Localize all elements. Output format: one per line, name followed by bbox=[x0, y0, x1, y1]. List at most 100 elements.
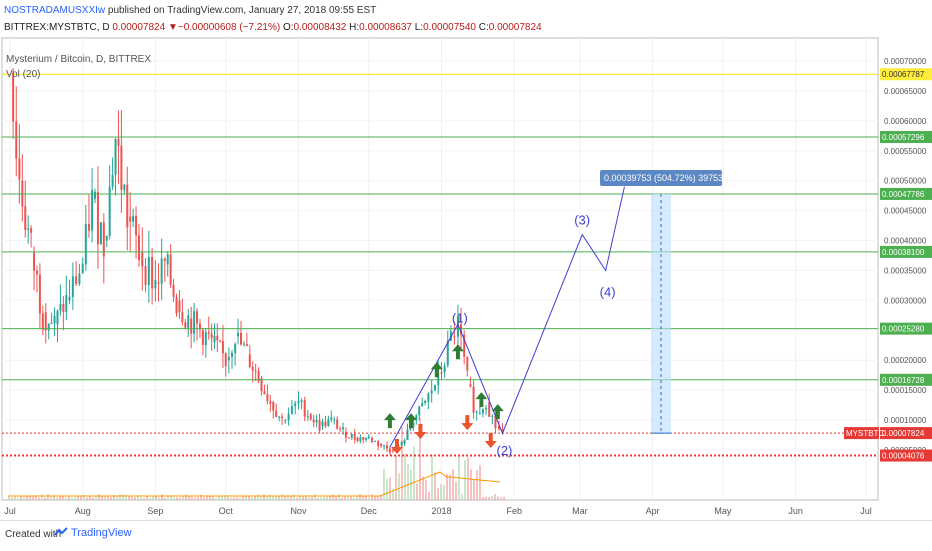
candle-body bbox=[71, 276, 74, 297]
level-price-label: 0.00038100 bbox=[882, 248, 925, 257]
candle-body bbox=[303, 400, 306, 417]
x-tick-label: Jul bbox=[860, 506, 872, 516]
candle-body bbox=[281, 416, 284, 419]
volume-bar bbox=[296, 497, 298, 500]
y-tick-label: 0.00040000 bbox=[884, 237, 927, 246]
volume-bar bbox=[335, 496, 337, 500]
volume-bar bbox=[437, 487, 439, 500]
candle-body bbox=[290, 406, 293, 414]
publish-line: NOSTRADAMUSXXIw published on TradingView… bbox=[4, 5, 376, 16]
candle-body bbox=[102, 222, 105, 257]
volume-bar bbox=[464, 460, 466, 500]
volume-bar bbox=[71, 497, 73, 500]
candle-body bbox=[443, 365, 446, 373]
candle-body bbox=[391, 450, 394, 451]
volume-bar bbox=[401, 427, 403, 500]
wave-label: (1) bbox=[452, 310, 468, 325]
candle-body bbox=[94, 191, 97, 199]
volume-bar bbox=[44, 497, 46, 500]
candle-body bbox=[75, 276, 78, 284]
candle-body bbox=[284, 420, 287, 422]
candle-body bbox=[494, 415, 497, 428]
volume-bar bbox=[446, 474, 448, 500]
candle-body bbox=[412, 422, 415, 427]
volume-bar bbox=[473, 479, 475, 500]
plot-area bbox=[1, 37, 879, 501]
volume-bar bbox=[413, 446, 415, 500]
volume-bar bbox=[410, 469, 412, 500]
candle-body bbox=[418, 406, 421, 416]
volume-bar bbox=[53, 495, 55, 500]
y-tick-label: 0.00015000 bbox=[884, 386, 927, 395]
candle-body bbox=[306, 416, 309, 418]
candle-body bbox=[400, 442, 403, 446]
candle-body bbox=[35, 270, 38, 275]
volume-bar bbox=[56, 497, 58, 500]
x-tick-label: 2018 bbox=[432, 506, 452, 516]
volume-bar bbox=[119, 494, 121, 500]
volume-bar bbox=[344, 496, 346, 500]
volume-bar bbox=[230, 497, 232, 500]
volume-bar bbox=[290, 495, 292, 500]
x-tick-label: Aug bbox=[75, 506, 91, 516]
level-price-label: 0.00007824 bbox=[882, 429, 925, 438]
candle-body bbox=[339, 428, 342, 430]
candle-body bbox=[132, 215, 135, 222]
candle-body bbox=[178, 300, 181, 313]
candle-body bbox=[30, 228, 33, 233]
volume-bar bbox=[164, 497, 166, 500]
candle-body bbox=[294, 403, 297, 407]
volume-bar bbox=[266, 496, 268, 500]
candle-body bbox=[272, 402, 275, 411]
candle-body bbox=[240, 332, 243, 345]
volume-bar bbox=[41, 494, 43, 500]
x-tick-label: Mar bbox=[572, 506, 588, 516]
candle-body bbox=[424, 400, 427, 404]
volume-bar bbox=[245, 495, 247, 500]
volume-bar bbox=[440, 484, 442, 500]
candle-body bbox=[120, 145, 123, 190]
candle-body bbox=[157, 282, 160, 284]
candle-body bbox=[50, 323, 53, 325]
candle-body bbox=[151, 257, 154, 289]
candle-body bbox=[137, 235, 140, 261]
volume-bar bbox=[392, 488, 394, 500]
publisher-link[interactable]: NOSTRADAMUSXXIw bbox=[4, 5, 106, 16]
chart-title: Mysterium / Bitcoin, D, BITTREX bbox=[6, 54, 152, 65]
volume-bar bbox=[227, 496, 229, 500]
volume-bar bbox=[302, 495, 304, 500]
candle-body bbox=[172, 284, 175, 297]
volume-bar bbox=[167, 495, 169, 500]
candle-body bbox=[181, 312, 184, 323]
volume-bar bbox=[263, 494, 265, 500]
volume-bar bbox=[341, 497, 343, 500]
price-chart[interactable]: Jul Aug Sep Oct Nov Dec 2018 Feb Mar Apr May Jun Jul… bbox=[0, 36, 932, 520]
candle-body bbox=[65, 295, 68, 312]
candle-body bbox=[344, 432, 347, 438]
sell-arrow-icon bbox=[484, 433, 497, 449]
candle-body bbox=[126, 184, 129, 228]
volume-bar bbox=[407, 463, 409, 500]
candle-body bbox=[383, 445, 386, 447]
level-price-label: 0.00025280 bbox=[882, 325, 925, 334]
volume-bar bbox=[356, 496, 358, 500]
volume-bar bbox=[179, 497, 181, 500]
buy-arrow-icon bbox=[383, 413, 396, 429]
volume-bar bbox=[143, 497, 145, 500]
buy-arrow-icon bbox=[475, 392, 488, 408]
candle-body bbox=[463, 334, 466, 357]
volume-bar bbox=[23, 496, 25, 500]
volume-bar bbox=[77, 496, 79, 500]
volume-bar bbox=[371, 494, 373, 500]
y-tick-label: 0.00030000 bbox=[884, 296, 927, 305]
candle-body bbox=[147, 257, 150, 285]
volume-bar bbox=[149, 497, 151, 500]
tradingview-logo[interactable]: TradingView bbox=[54, 527, 132, 539]
volume-bar bbox=[140, 496, 142, 500]
measure-label: 0.00039753 (504.72%) 39753 bbox=[604, 173, 723, 183]
volume-bar bbox=[398, 473, 400, 500]
y-tick-label: 0.00050000 bbox=[884, 177, 927, 186]
volume-bar bbox=[134, 497, 136, 500]
y-tick-label: 0.00060000 bbox=[884, 117, 927, 126]
volume-bar bbox=[188, 496, 190, 500]
